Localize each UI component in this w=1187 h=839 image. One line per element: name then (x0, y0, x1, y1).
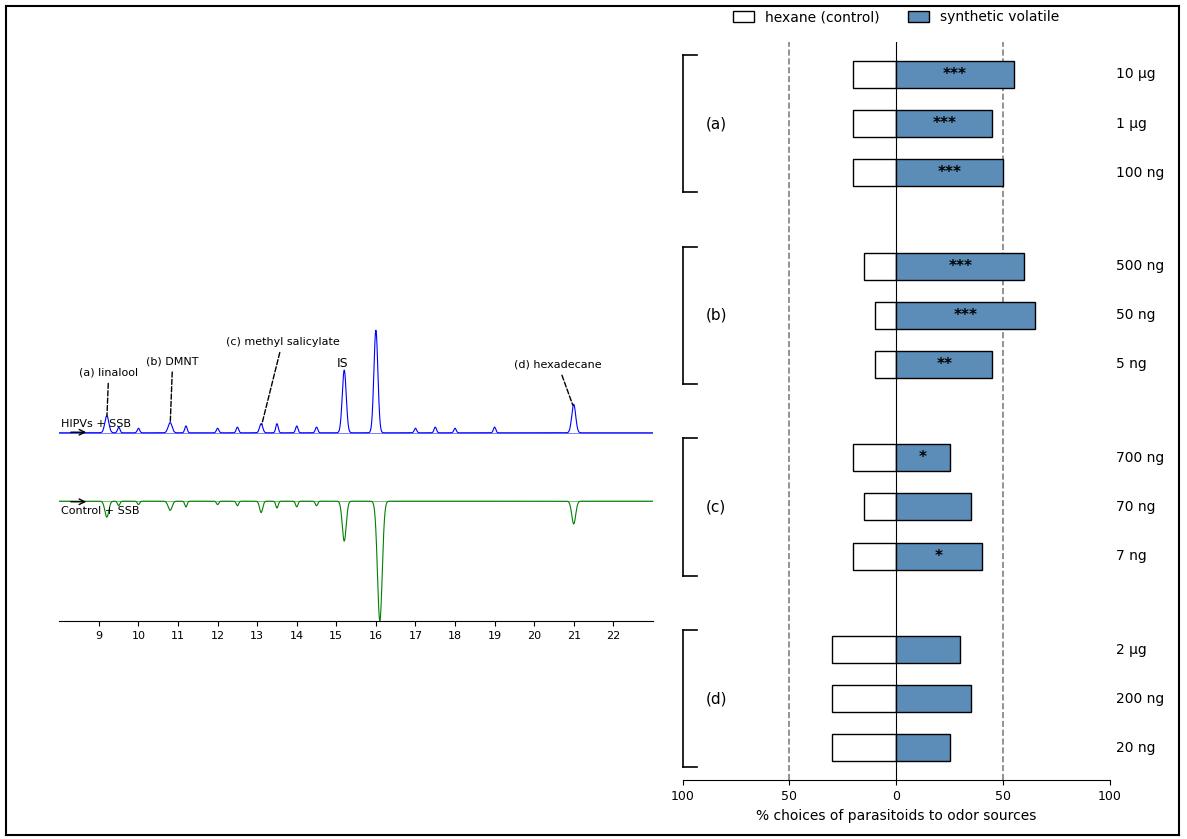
Bar (896, 351, 992, 378)
Bar (853, 61, 896, 88)
Bar (853, 110, 896, 137)
Text: ***: *** (948, 258, 972, 274)
Text: 700 ng: 700 ng (1116, 451, 1164, 465)
Bar (896, 493, 971, 520)
Text: (b): (b) (706, 308, 728, 323)
Bar (853, 445, 896, 472)
Bar (896, 253, 1024, 279)
Text: 7 ng: 7 ng (1116, 549, 1147, 563)
Legend: hexane (control), synthetic volatile: hexane (control), synthetic volatile (728, 4, 1065, 29)
Text: 100 ng: 100 ng (1116, 166, 1164, 180)
Text: (c): (c) (706, 499, 726, 514)
Bar (853, 543, 896, 570)
Bar (864, 253, 896, 279)
Text: *: * (935, 549, 942, 564)
Text: 200 ng: 200 ng (1116, 691, 1164, 706)
Text: 50 ng: 50 ng (1116, 308, 1156, 322)
Text: HIPVs + SSB: HIPVs + SSB (62, 420, 132, 430)
Text: 1 μg: 1 μg (1116, 117, 1147, 131)
Bar (875, 302, 896, 329)
Bar (832, 734, 896, 761)
Text: (d): (d) (706, 691, 728, 706)
X-axis label: % choices of parasitoids to odor sources: % choices of parasitoids to odor sources (756, 809, 1036, 822)
Text: (d) hexadecane: (d) hexadecane (514, 360, 602, 405)
Bar (896, 636, 960, 663)
Text: 5 ng: 5 ng (1116, 357, 1147, 372)
Text: (b) DMNT: (b) DMNT (146, 357, 199, 423)
Text: *: * (919, 451, 927, 466)
Bar (896, 159, 1003, 186)
Bar (896, 734, 950, 761)
Bar (896, 61, 1014, 88)
Bar (896, 543, 982, 570)
Text: 2 μg: 2 μg (1116, 643, 1147, 656)
Text: ***: *** (932, 116, 957, 131)
Text: ***: *** (953, 308, 978, 323)
Text: IS: IS (336, 357, 348, 370)
Text: ***: *** (938, 165, 961, 180)
Text: **: ** (937, 357, 952, 372)
Text: 10 μg: 10 μg (1116, 67, 1156, 81)
Bar (864, 493, 896, 520)
Text: 500 ng: 500 ng (1116, 259, 1164, 274)
Bar (832, 636, 896, 663)
Text: (c) methyl salicylate: (c) methyl salicylate (226, 337, 339, 425)
Text: (a) linalool: (a) linalool (80, 367, 138, 416)
Bar (896, 110, 992, 137)
Text: Control + SSB: Control + SSB (62, 506, 140, 516)
Text: 70 ng: 70 ng (1116, 500, 1156, 514)
Bar (832, 685, 896, 712)
Text: ***: *** (942, 67, 967, 82)
Bar (896, 302, 1035, 329)
Text: (a): (a) (706, 116, 728, 131)
Bar (896, 685, 971, 712)
Bar (853, 159, 896, 186)
Text: 20 ng: 20 ng (1116, 741, 1156, 755)
Bar (896, 445, 950, 472)
Bar (875, 351, 896, 378)
